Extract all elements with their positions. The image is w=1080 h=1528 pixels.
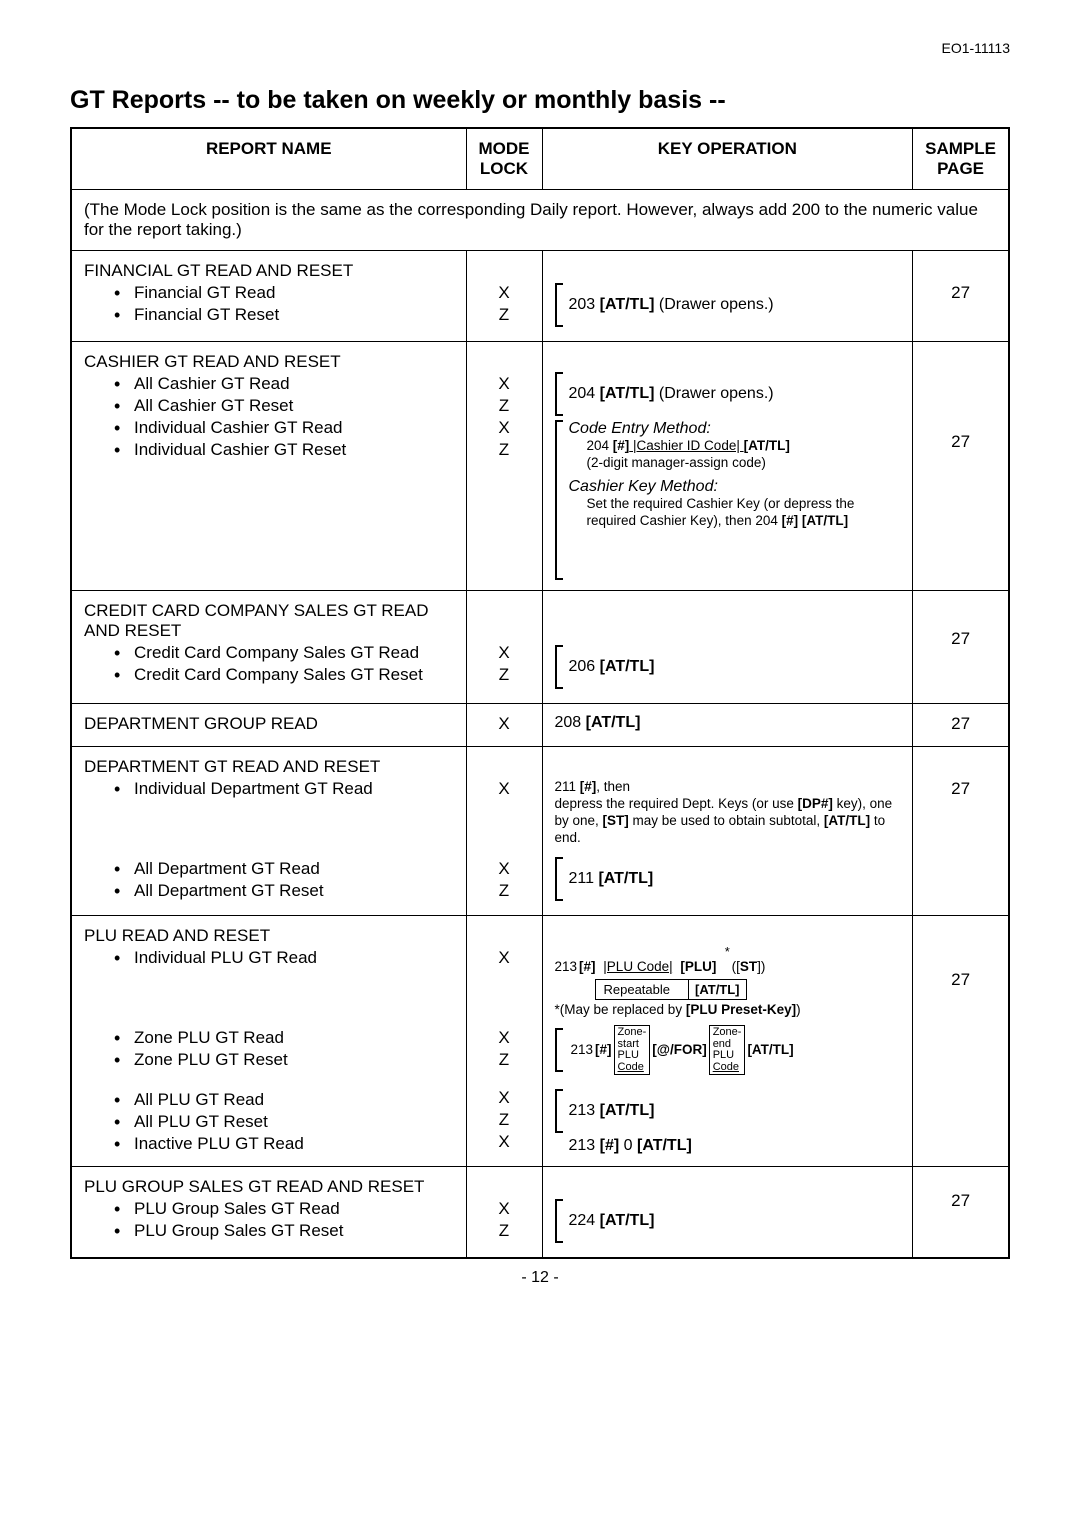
- list-item: PLU Group Sales GT Read: [114, 1199, 454, 1219]
- list-item: Individual PLU GT Read: [114, 948, 454, 968]
- mode-value: Z: [479, 665, 530, 685]
- plu-group-title: PLU GROUP SALES GT READ AND RESET: [84, 1177, 454, 1197]
- financial-title: FINANCIAL GT READ AND RESET: [84, 261, 454, 281]
- bracket-icon: [555, 1089, 563, 1133]
- bracket-icon: [555, 283, 563, 327]
- mode-value: Z: [479, 440, 530, 460]
- key-operation-text: 213 [#] |PLU Code| [PLU] (([ST])[ST]): [555, 959, 901, 976]
- star-mark: *: [555, 926, 901, 959]
- page-number: - 12 -: [70, 1269, 1010, 1287]
- mode-value: X: [479, 1028, 530, 1048]
- mode-value: Z: [479, 305, 530, 325]
- note-text: (The Mode Lock position is the same as t…: [71, 190, 1009, 251]
- bracket-icon: [555, 372, 563, 416]
- page-title: GT Reports -- to be taken on weekly or m…: [70, 86, 1010, 115]
- mode-value: Z: [479, 881, 530, 901]
- list-item: All Department GT Read: [114, 859, 454, 879]
- mode-value: X: [479, 374, 530, 394]
- list-item: All Cashier GT Read: [114, 374, 454, 394]
- row-department: DEPARTMENT GT READ AND RESET Individual …: [71, 747, 1009, 916]
- key-operation-text: 203 [AT/TL] (Drawer opens.): [569, 296, 774, 314]
- mode-value: X: [479, 1088, 530, 1108]
- key-operation-text: 204 [#] |Cashier ID Code| [AT/TL]: [569, 438, 901, 455]
- mode-value: X: [498, 714, 509, 733]
- header-sample-page: SAMPLE PAGE: [913, 128, 1009, 190]
- key-operation-text: 211 [#], then: [555, 779, 901, 796]
- dept-group-title: DEPARTMENT GROUP READ: [84, 714, 454, 734]
- row-financial: FINANCIAL GT READ AND RESET Financial GT…: [71, 251, 1009, 342]
- bracket-icon: [555, 1028, 563, 1072]
- mode-value: X: [479, 418, 530, 438]
- star-note: *(May be replaced by [PLU Preset-Key]): [555, 1002, 901, 1019]
- list-item: Credit Card Company Sales GT Read: [114, 643, 454, 663]
- list-item: All Department GT Reset: [114, 881, 454, 901]
- mode-value: X: [479, 1132, 530, 1152]
- list-item: Financial GT Reset: [114, 305, 454, 325]
- plu-title: PLU READ AND RESET: [84, 926, 454, 946]
- mode-value: X: [479, 779, 530, 799]
- list-item: Financial GT Read: [114, 283, 454, 303]
- list-item: Zone PLU GT Read: [114, 1028, 454, 1048]
- list-item: Inactive PLU GT Read: [114, 1134, 454, 1154]
- sample-page: 27: [913, 704, 1009, 747]
- header-mode-lock: MODE LOCK: [466, 128, 542, 190]
- list-item: Individual Cashier GT Reset: [114, 440, 454, 460]
- header-report-name: REPORT NAME: [71, 128, 466, 190]
- key-operation-text: 206 [AT/TL]: [569, 658, 655, 676]
- list-item: All PLU GT Reset: [114, 1112, 454, 1132]
- row-dept-group: DEPARTMENT GROUP READ X 208 [AT/TL] 27: [71, 704, 1009, 747]
- mode-value: Z: [479, 1110, 530, 1130]
- key-operation-text: (2-digit manager-assign code): [569, 455, 901, 472]
- mode-value: X: [479, 1199, 530, 1219]
- key-operation-text: 208 [AT/TL]: [555, 714, 641, 731]
- mode-value: X: [479, 859, 530, 879]
- key-operation-text: 204 [AT/TL] (Drawer opens.): [569, 385, 774, 403]
- list-item: Individual Cashier GT Read: [114, 418, 454, 438]
- row-credit: CREDIT CARD COMPANY SALES GT READ AND RE…: [71, 591, 1009, 704]
- key-operation-text: Set the required Cashier Key (or depress…: [569, 496, 901, 530]
- sample-page: 27: [925, 601, 996, 649]
- dept-title: DEPARTMENT GT READ AND RESET: [84, 757, 454, 777]
- list-item: PLU Group Sales GT Reset: [114, 1221, 454, 1241]
- reports-table: REPORT NAME MODE LOCK KEY OPERATION SAMP…: [70, 127, 1010, 1259]
- list-item: Individual Department GT Read: [114, 779, 454, 799]
- bracket-icon: [555, 857, 563, 901]
- row-plu: PLU READ AND RESET Individual PLU GT Rea…: [71, 915, 1009, 1166]
- bracket-icon: [555, 1199, 563, 1243]
- bracket-icon: [555, 420, 563, 580]
- mode-value: Z: [479, 396, 530, 416]
- cashier-key-method-label: Cashier Key Method:: [569, 478, 901, 496]
- row-plu-group: PLU GROUP SALES GT READ AND RESET PLU Gr…: [71, 1166, 1009, 1258]
- mode-value: X: [479, 283, 530, 303]
- inactive-plu-text: 213 [#] 0 [AT/TL]: [555, 1137, 901, 1155]
- credit-title: CREDIT CARD COMPANY SALES GT READ AND RE…: [84, 601, 454, 641]
- sample-page: 27: [925, 352, 996, 452]
- document-id: EO1-11113: [70, 40, 1010, 56]
- mode-value: X: [479, 643, 530, 663]
- mode-value: Z: [479, 1050, 530, 1070]
- list-item: Zone PLU GT Reset: [114, 1050, 454, 1070]
- repeatable-box: Repeatable [AT/TL]: [595, 979, 747, 1000]
- mode-value: X: [479, 948, 530, 968]
- zone-plu-line: 213 [#] Zone-startPLUCode [@/FOR] Zone-e…: [555, 1025, 901, 1075]
- sample-page: 27: [925, 1177, 996, 1211]
- cashier-title: CASHIER GT READ AND RESET: [84, 352, 454, 372]
- mode-value: Z: [479, 1221, 530, 1241]
- note-row: (The Mode Lock position is the same as t…: [71, 190, 1009, 251]
- sample-page: 27: [925, 261, 996, 303]
- row-cashier: CASHIER GT READ AND RESET All Cashier GT…: [71, 342, 1009, 591]
- key-operation-text: depress the required Dept. Keys (or use …: [555, 796, 901, 847]
- header-key-operation: KEY OPERATION: [542, 128, 913, 190]
- list-item: All PLU GT Read: [114, 1090, 454, 1110]
- list-item: All Cashier GT Reset: [114, 396, 454, 416]
- bracket-icon: [555, 645, 563, 689]
- list-item: Credit Card Company Sales GT Reset: [114, 665, 454, 685]
- sample-page: 27: [925, 926, 996, 990]
- sample-page: 27: [925, 757, 996, 799]
- key-operation-text: 213 [AT/TL]: [569, 1102, 655, 1120]
- key-operation-text: 224 [AT/TL]: [569, 1212, 655, 1230]
- key-operation-text: 211 [AT/TL]: [569, 870, 654, 888]
- code-entry-label: Code Entry Method:: [569, 420, 901, 438]
